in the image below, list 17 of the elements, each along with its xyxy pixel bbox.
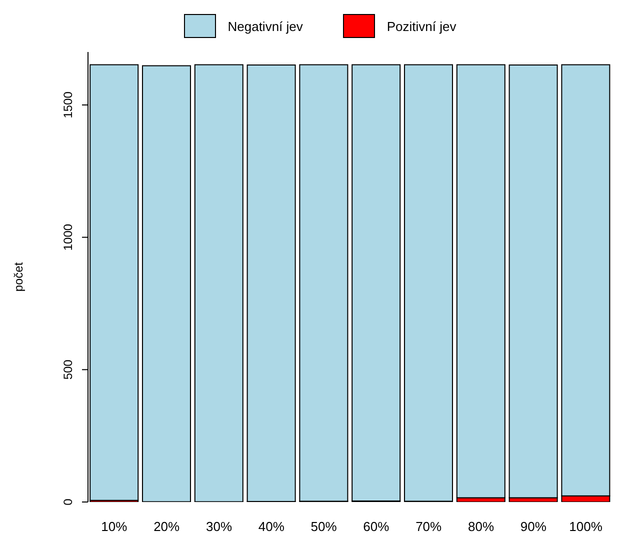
x-tick-label: 30% [206, 519, 232, 534]
x-tick-label: 20% [154, 519, 180, 534]
y-tick-label: 0 [61, 498, 75, 506]
x-tick-label: 100% [569, 519, 603, 534]
x-tick-label: 70% [416, 519, 442, 534]
legend-label: Pozitivní jev [386, 18, 456, 34]
y-axis-title: počet [11, 262, 26, 292]
x-tick-label: 40% [258, 519, 285, 534]
y-tick-label: 1000 [61, 224, 75, 251]
x-tick-label: 90% [520, 519, 547, 534]
x-tick-label: 50% [310, 519, 338, 534]
x-tick-label: 10% [101, 519, 128, 534]
x-tick-label: 60% [363, 519, 390, 534]
y-tick-label: 1500 [61, 91, 75, 118]
legend-label: Negativní jev [228, 18, 303, 34]
x-tick-label: 80% [468, 519, 494, 534]
y-tick-label: 500 [61, 359, 75, 380]
